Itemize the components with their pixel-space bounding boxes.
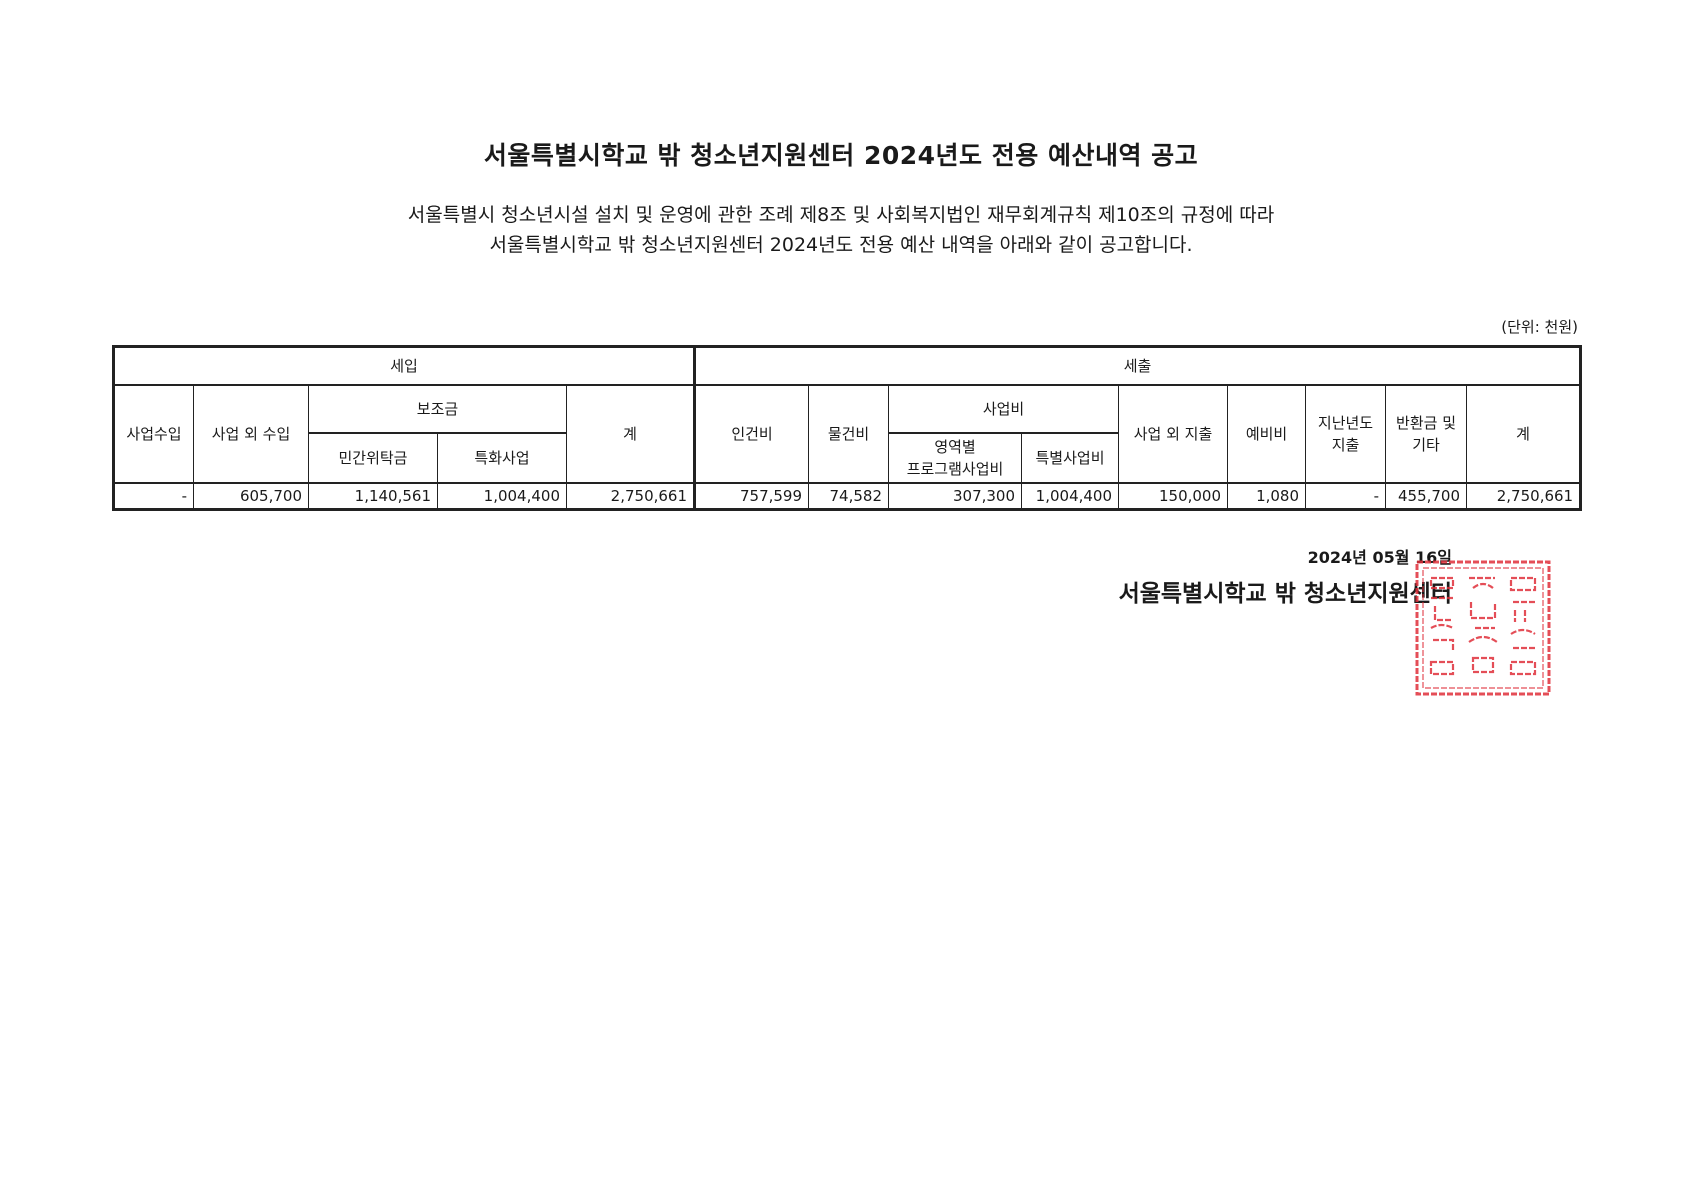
header-materials: 물건비 [808, 384, 890, 484]
official-seal-stamp [1415, 560, 1551, 696]
header-project-cost: 사업비 [888, 384, 1120, 434]
header-business-income: 사업수입 [113, 384, 194, 484]
table-row: - 605,700 1,140,561 1,004,400 2,750,661 … [113, 482, 1582, 510]
value-personnel: 757,599 [693, 482, 810, 510]
header-subsidy: 보조금 [308, 384, 567, 434]
header-row-categories: 사업수입 사업 외 수입 보조금 계 인건비 물건비 사업비 사업 외 지출 예… [113, 384, 1582, 484]
header-private-consignment: 민간위탁금 [308, 432, 438, 484]
page-title: 서울특별시학교 밖 청소년지원센터 2024년도 전용 예산내역 공고 [483, 141, 1199, 170]
header-non-business-expense: 사업 외 지출 [1118, 384, 1229, 484]
header-expenditure: 세출 [693, 346, 1582, 386]
value-refund-other: 455,700 [1385, 482, 1468, 510]
unit-label: (단위: 천원) [1501, 318, 1578, 336]
header-reserve: 예비비 [1227, 384, 1307, 484]
header-revenue-total: 계 [565, 384, 696, 484]
value-prior-year: - [1305, 482, 1387, 510]
header-area-program: 영역별 프로그램사업비 [888, 432, 1023, 484]
header-revenue: 세입 [112, 346, 696, 386]
header-prior-year: 지난년도 지출 [1305, 384, 1387, 484]
value-special-project-cost: 1,004,400 [1021, 482, 1120, 510]
value-materials: 74,582 [808, 482, 890, 510]
intro-line-1: 서울특별시 청소년시설 설치 및 운영에 관한 조례 제8조 및 사회복지법인 … [407, 204, 1275, 226]
organization-name: 서울특별시학교 밖 청소년지원센터 [1118, 581, 1452, 607]
header-non-business-income: 사업 외 수입 [193, 384, 309, 484]
header-row-groups: 세입 세출 [112, 346, 1582, 386]
value-revenue-total: 2,750,661 [565, 482, 696, 510]
value-non-business-income: 605,700 [193, 482, 309, 510]
value-area-program: 307,300 [888, 482, 1023, 510]
value-private-consignment: 1,140,561 [308, 482, 438, 510]
header-special-project-cost: 특별사업비 [1021, 432, 1120, 484]
header-personnel: 인건비 [693, 384, 810, 484]
value-business-income: - [113, 482, 194, 510]
value-reserve: 1,080 [1227, 482, 1307, 510]
value-expenditure-total: 2,750,661 [1466, 482, 1582, 510]
value-special-project: 1,004,400 [437, 482, 567, 510]
intro-line-2: 서울특별시학교 밖 청소년지원센터 2024년도 전용 예산 내역을 아래와 같… [489, 234, 1193, 256]
value-non-business-expense: 150,000 [1118, 482, 1229, 510]
header-row-subcategories: 민간위탁금 특화사업 영역별 프로그램사업비 특별사업비 [114, 432, 1581, 484]
header-special-project: 특화사업 [437, 432, 567, 484]
header-expenditure-total: 계 [1466, 384, 1582, 484]
budget-table: 세입 세출 사업수입 사업 외 수입 보조금 계 인건비 물건비 사업비 사업 … [112, 345, 1583, 511]
intro-text: 서울특별시 청소년시설 설치 및 운영에 관한 조례 제8조 및 사회복지법인 … [0, 200, 1682, 260]
document-date: 2024년 05월 16일 [1307, 548, 1452, 567]
header-refund-other: 반환금 및 기타 [1385, 384, 1468, 484]
